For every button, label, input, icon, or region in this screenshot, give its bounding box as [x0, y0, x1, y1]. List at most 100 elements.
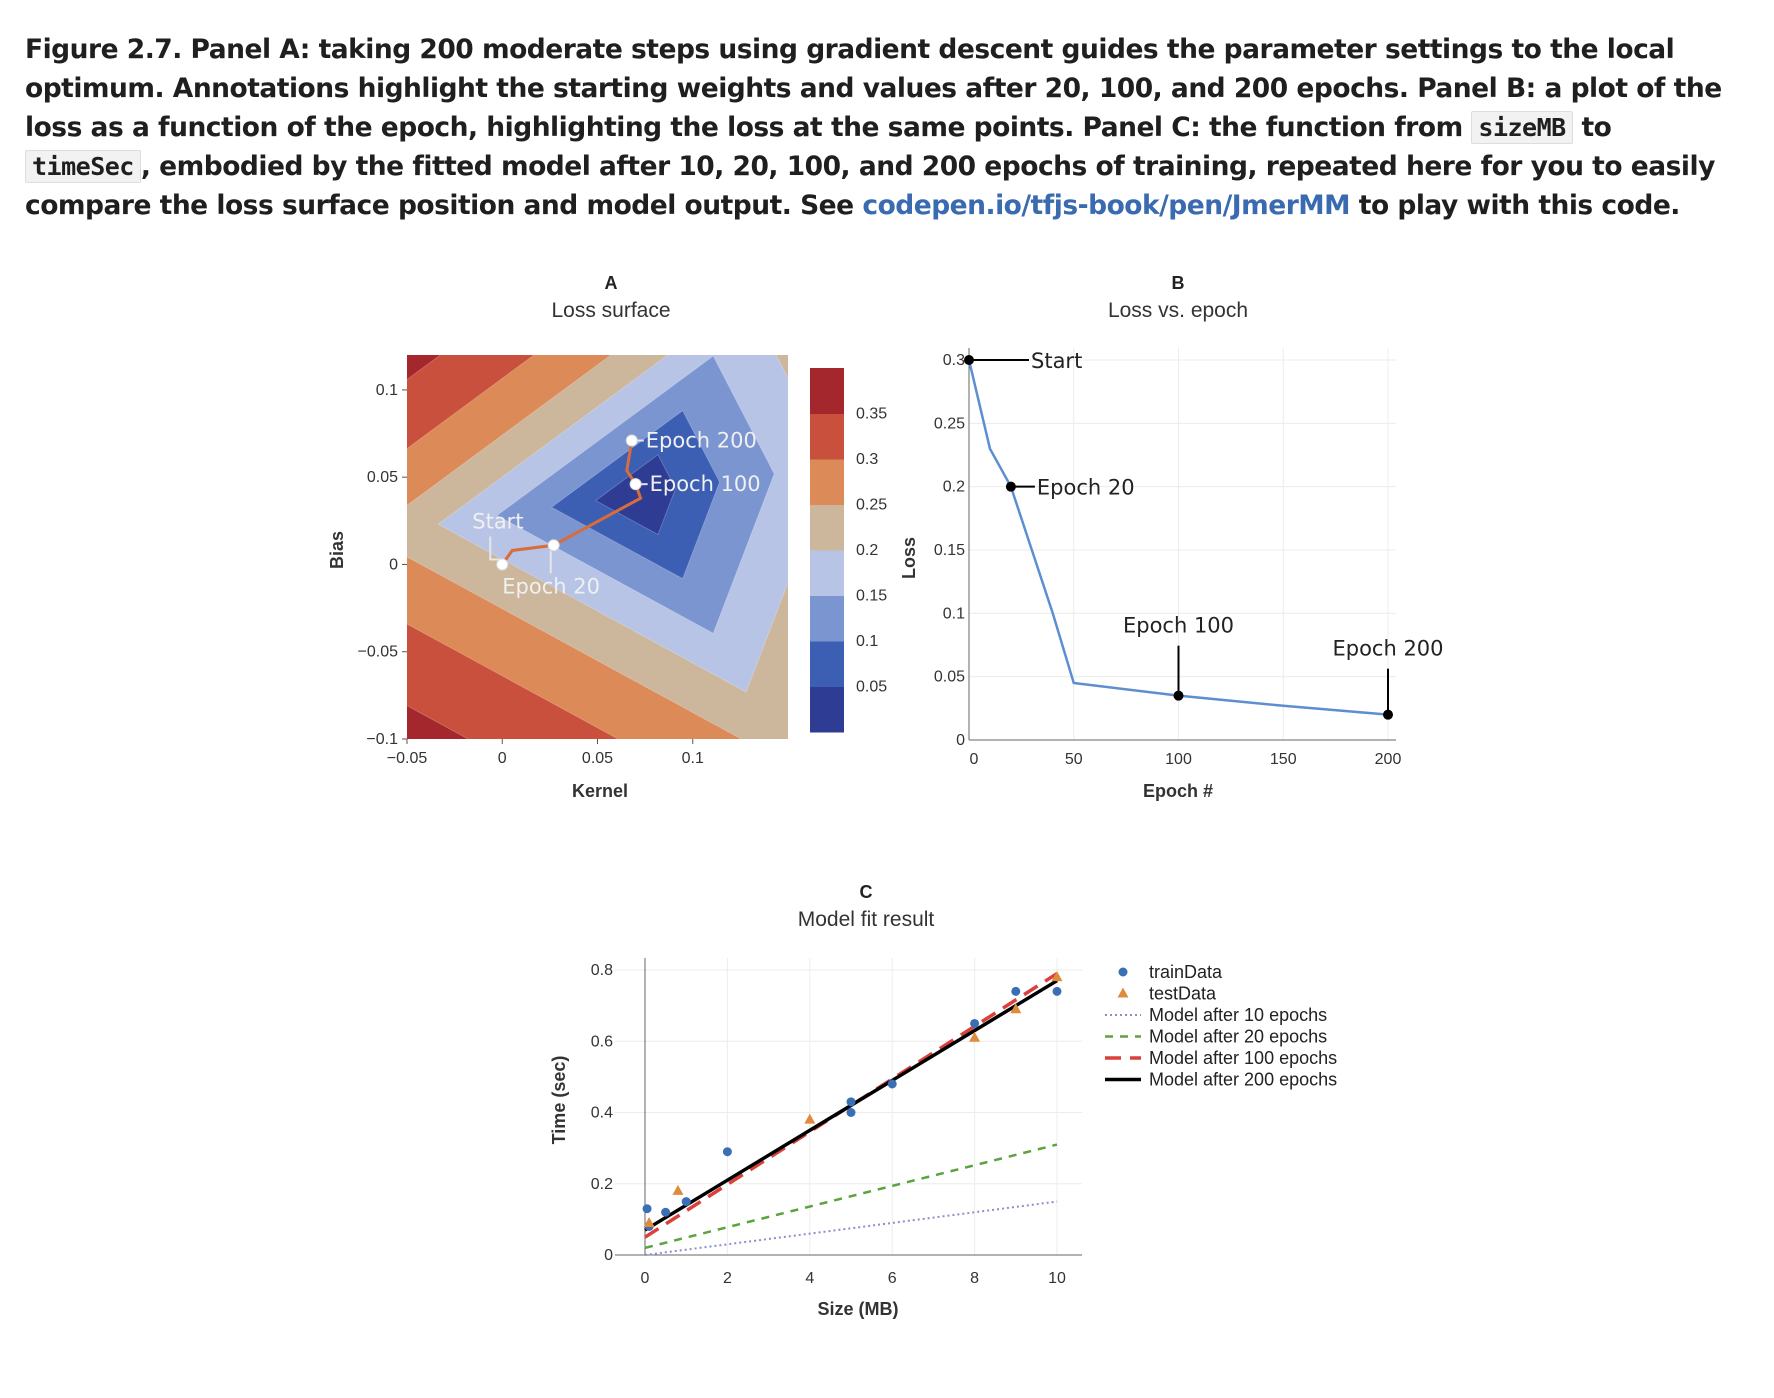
train-point: [1052, 986, 1062, 996]
loss-marker-point: [964, 355, 974, 365]
panel-c-ytick-label: 0.6: [591, 1033, 613, 1050]
colorbar-tick-label: 0.15: [856, 588, 887, 605]
panel-b-ytick-label: 0: [956, 732, 965, 749]
codepen-link[interactable]: codepen.io/tfjs-book/pen/JmerMM: [862, 190, 1351, 221]
panel-a-ytick-label: 0.05: [367, 469, 398, 486]
panel-c-xtick-label: 10: [1048, 1270, 1066, 1287]
panel-c-xtick-label: 0: [641, 1270, 650, 1287]
colorbar-tick-label: 0.2: [856, 542, 878, 559]
legend-label: Model after 200 epochs: [1149, 1070, 1337, 1090]
loss-marker-label: Epoch 20: [1037, 476, 1135, 500]
panel-a-ytick-label: −0.1: [366, 731, 398, 748]
train-point: [642, 1204, 652, 1214]
panel-a-loss-surface: A Loss surface −0.05 0 0.05 0.10.10.050−0.0…: [327, 273, 887, 801]
panel-a-ytick-label: 0: [389, 556, 398, 573]
model-line-1: [644, 1200, 1058, 1256]
path-label-2: Epoch 20: [502, 574, 600, 598]
loss-marker-point: [1173, 690, 1184, 701]
panel-c-ticks: 0 2 4 6 8 10 0.8 0.6 0.4 0.2 0: [591, 962, 1066, 1287]
panel-c-xtick-label: 6: [888, 1270, 897, 1287]
legend-label: Model after 100 epochs: [1149, 1048, 1337, 1068]
panel-a-letter: A: [605, 273, 618, 293]
panel-b-loss-vs-epoch: B Loss vs. epoch Loss Epoch # 0 50 100 150 2…: [899, 273, 1444, 801]
panel-a-xtick-label: 0: [498, 750, 507, 767]
legend-swatch-train: [1118, 967, 1128, 977]
train-point: [661, 1207, 671, 1217]
panel-c-title: Model fit result: [798, 908, 935, 931]
colorbar-tick-label: 0.05: [856, 679, 887, 696]
test-point: [1051, 971, 1063, 982]
loss-marker-label: Start: [1031, 349, 1082, 373]
panel-c-ylabel: Time (sec): [549, 1056, 569, 1145]
legend-swatch-test: [1117, 987, 1129, 998]
colorbar-segment-1: [810, 686, 844, 733]
train-point: [722, 1147, 732, 1157]
path-point-3: [629, 478, 642, 491]
loss-curve: [967, 359, 1389, 716]
panel-b-xtick-label: 150: [1270, 751, 1297, 768]
colorbar-segment-8: [810, 368, 844, 414]
panel-a-ticks: −0.05 0 0.05 0.1 0.1 0.05 0 −0.05 −0.1: [358, 382, 704, 767]
legend-label: Model after 20 epochs: [1149, 1027, 1327, 1047]
train-point: [846, 1108, 856, 1117]
colorbar-tick-label: 0.3: [856, 451, 878, 468]
panel-a-ytick-label: 0.1: [376, 382, 398, 399]
loss-marker-point: [1383, 709, 1393, 720]
test-point: [672, 1184, 684, 1195]
gradient-descent-path: Start Epoch 20 Epoch 100 Epoch 200: [472, 429, 760, 599]
code-sizeMB: sizeMB: [1471, 111, 1573, 144]
panel-a-ytick-label: −0.05: [358, 644, 399, 661]
colorbar-segment-3: [810, 595, 844, 642]
panel-c-ytick-label: 0.8: [591, 962, 613, 979]
panel-c-letter: C: [860, 882, 873, 902]
panel-b-ytick-label: 0.2: [943, 479, 965, 496]
train-point: [1011, 986, 1021, 996]
path-point-2: [547, 539, 560, 552]
colorbar-segment-5: [810, 504, 844, 551]
caption-text-2: to: [1572, 112, 1612, 143]
descent-path-line: [501, 440, 643, 566]
panel-c-xtick-label: 8: [970, 1270, 979, 1287]
start-leader: [489, 536, 501, 561]
panel-b-ylabel: Loss: [899, 537, 919, 579]
train-point: [681, 1197, 691, 1207]
panel-c-xlabel: Size (MB): [818, 1299, 899, 1319]
panel-b-ytick-label: 0.1: [943, 605, 965, 622]
caption-text-4: to play with this code.: [1350, 190, 1681, 221]
panel-a-xlabel: Kernel: [572, 781, 628, 801]
panel-b-ytick-label: 0.05: [934, 669, 965, 686]
contour-bands: [407, 355, 788, 739]
contour-band-1: [594, 454, 676, 536]
panel-c-ytick-label: 0.2: [591, 1176, 613, 1193]
colorbar: 0.35 0.3 0.25 0.2 0.15 0.1 0.05: [810, 368, 887, 733]
path-label-3: Epoch 100: [650, 472, 761, 496]
panel-b-title: Loss vs. epoch: [1108, 299, 1248, 322]
panel-b-xtick-label: 0: [970, 751, 979, 768]
loss-marker-label: Epoch 100: [1123, 614, 1234, 638]
panel-c-model-fit: C Model fit result Time (sec) Size (MB) …: [549, 882, 1337, 1319]
test-point: [643, 1216, 655, 1227]
panel-b-letter: B: [1172, 273, 1185, 293]
panel-a-xtick-label: −0.05: [387, 750, 428, 767]
model-line-3: [644, 972, 1058, 1239]
panel-b-ytick-label: 0.15: [934, 542, 965, 559]
colorbar-segment-6: [810, 459, 844, 505]
caption-text-1: Figure 2.7. Panel A: taking 200 moderate…: [25, 34, 1722, 143]
legend-label: testData: [1149, 984, 1217, 1004]
path-point-1: [496, 558, 509, 571]
panel-b-xtick-label: 200: [1375, 751, 1402, 768]
loss-marker-point: [1005, 481, 1016, 492]
panel-c-xtick-label: 2: [723, 1270, 732, 1287]
colorbar-segment-7: [810, 413, 844, 460]
figure-caption: Figure 2.7. Panel A: taking 200 moderate…: [25, 30, 1745, 225]
panel-b-plot: Start Epoch 20 Epoch 100 Epoch 200: [964, 349, 1444, 720]
legend-label: Model after 10 epochs: [1149, 1005, 1327, 1025]
colorbar-segment-2: [810, 641, 844, 687]
panel-a-xtick-label: 0.1: [682, 750, 704, 767]
colorbar-segment-4: [810, 550, 844, 596]
model-line-2: [644, 1143, 1058, 1250]
panel-b-xtick-label: 100: [1165, 751, 1192, 768]
test-point: [969, 1031, 981, 1042]
